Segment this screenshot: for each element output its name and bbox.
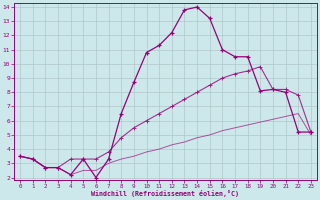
X-axis label: Windchill (Refroidissement éolien,°C): Windchill (Refroidissement éolien,°C): [92, 190, 239, 197]
